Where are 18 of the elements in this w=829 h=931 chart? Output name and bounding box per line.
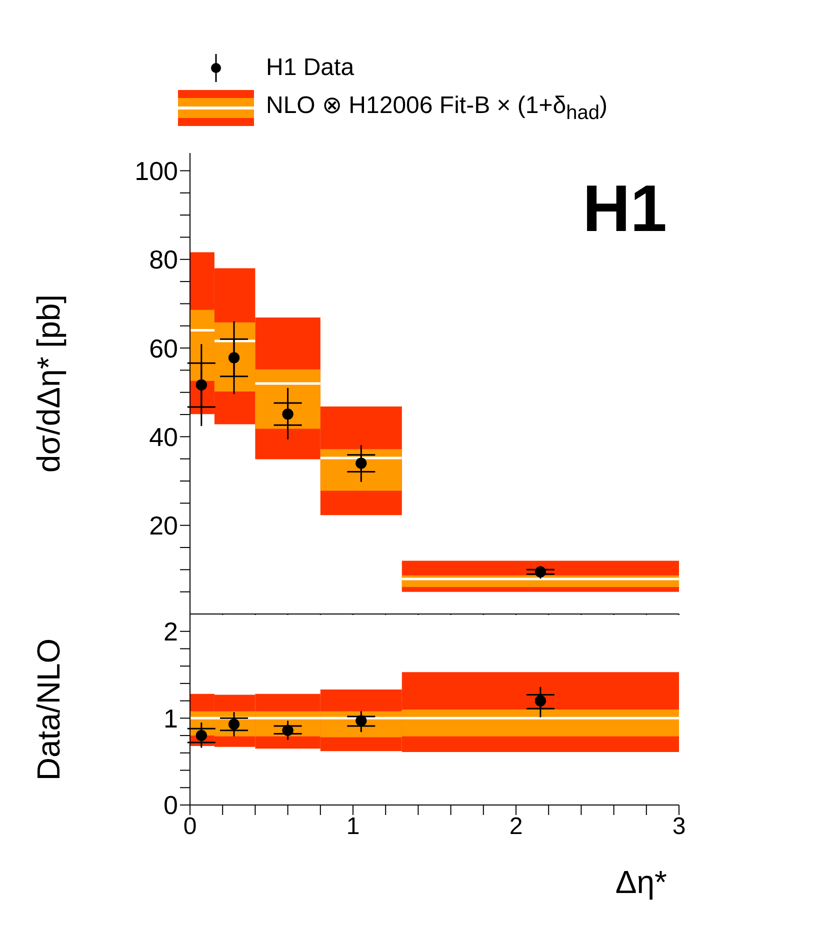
y-tick-label: 0	[164, 790, 178, 820]
x-tick-label: 2	[509, 813, 523, 840]
y-tick-label: 60	[149, 333, 178, 364]
x-axis-title: Δη*	[615, 864, 667, 900]
legend-label: H1 Data	[266, 54, 354, 82]
y-tick-label: 80	[149, 244, 178, 275]
y-tick-label: 20	[149, 510, 178, 541]
y-tick-label: 1	[164, 703, 178, 734]
y-tick-label: 40	[149, 422, 178, 452]
y-axis-title: Data/NLO	[30, 638, 66, 781]
x-tick-label: 0	[183, 813, 197, 840]
legend-label: NLO ⊗ H12006 Fit-B × (1+δ$_{had}$)	[266, 91, 608, 125]
x-tick-label: 1	[346, 813, 360, 840]
y-axis-title: dσ/dΔη* [pb]	[30, 294, 66, 473]
y-tick-label: 2	[164, 616, 178, 647]
y-tick-label: 100	[134, 156, 178, 186]
annotation: H1	[582, 171, 667, 245]
x-tick-label: 3	[672, 813, 686, 840]
